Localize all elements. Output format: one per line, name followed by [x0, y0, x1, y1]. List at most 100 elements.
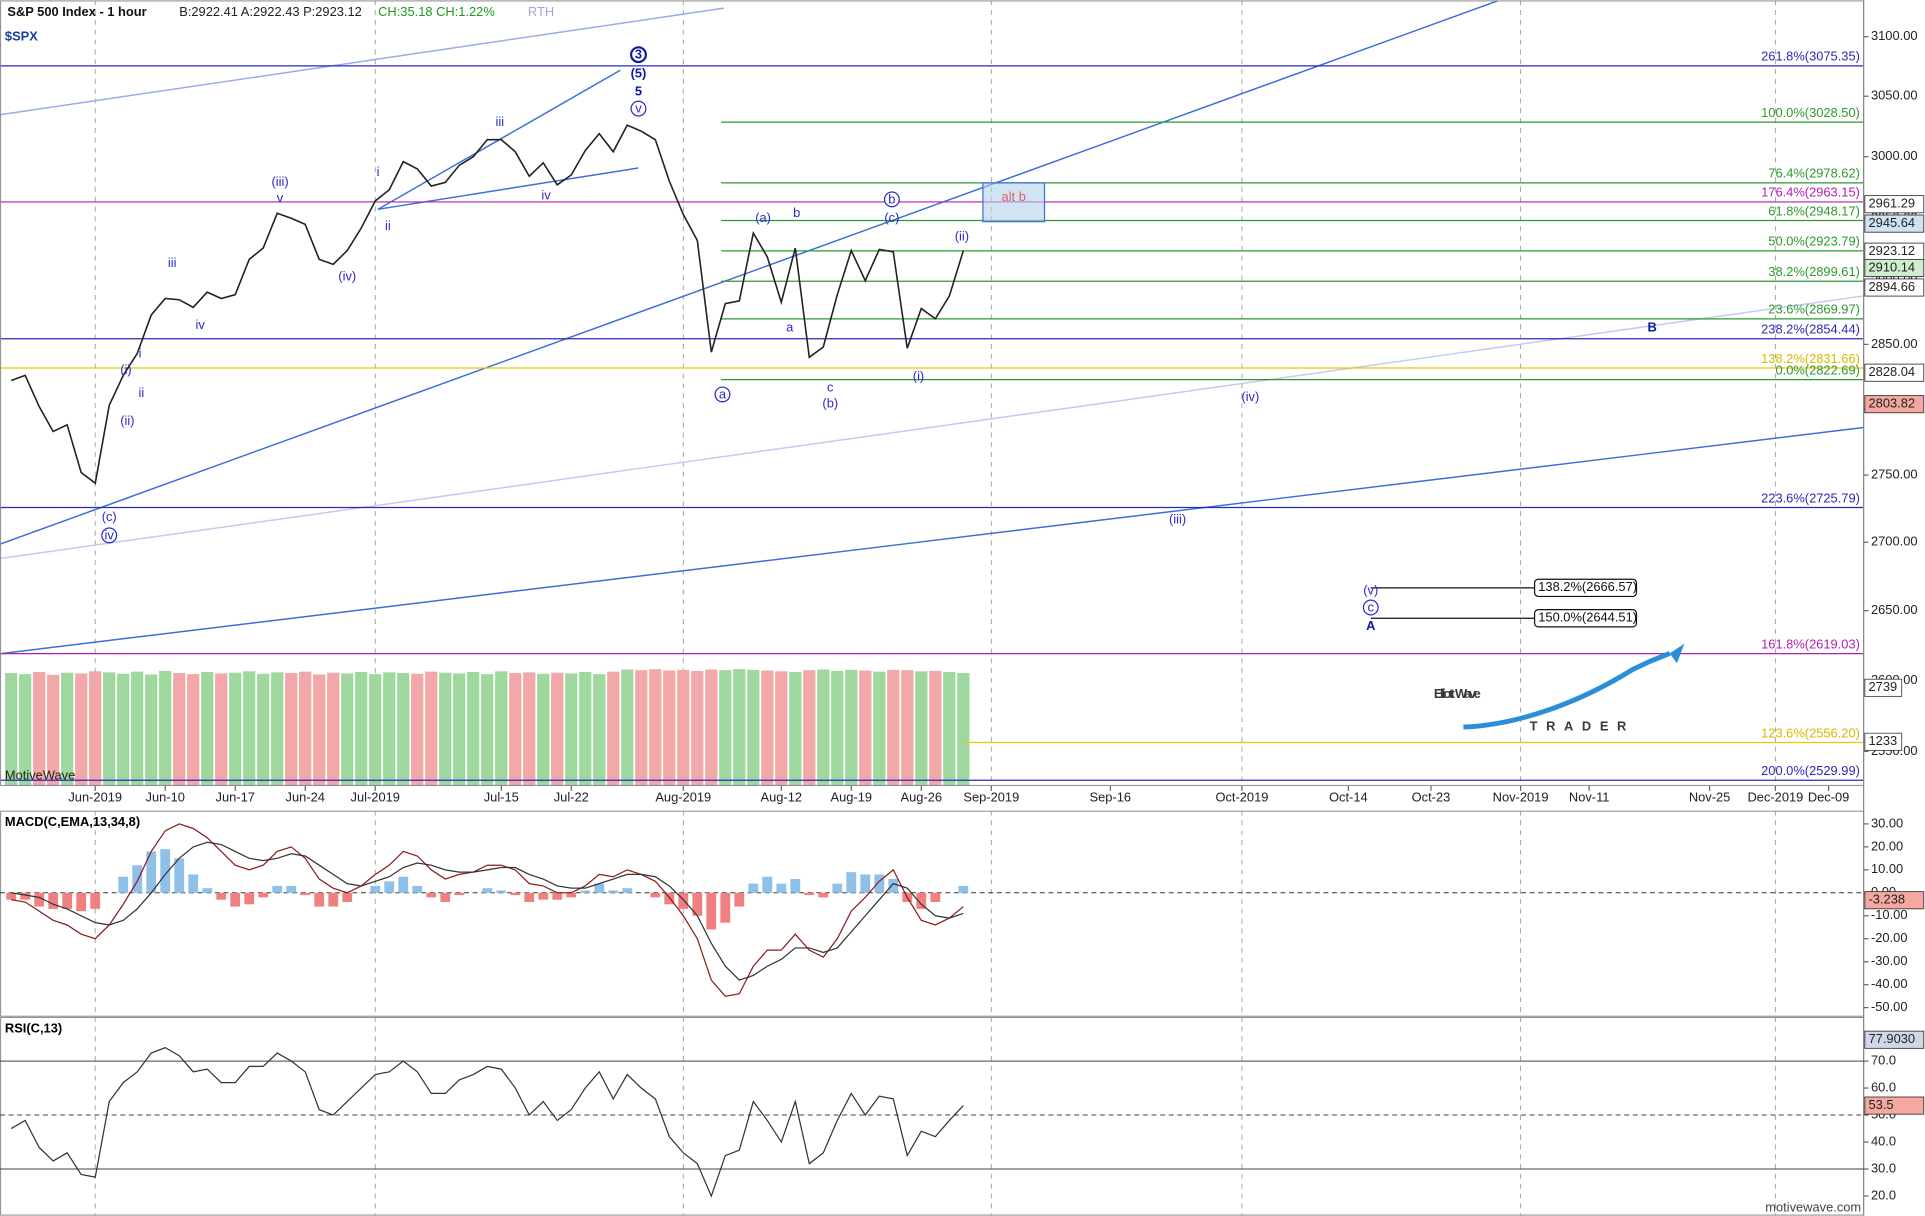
macd-histogram-bar	[832, 883, 843, 893]
y-tick-label: 2850.00	[1871, 336, 1918, 351]
projection-box	[1533, 609, 1638, 628]
macd-histogram-bar	[804, 892, 815, 896]
wave-label: 3	[635, 47, 642, 62]
y-tick-label: 30.0	[1871, 1160, 1896, 1175]
volume-bar	[957, 673, 970, 787]
y-tick-label: 3100.00	[1871, 28, 1918, 43]
y-tick-label: 3000.00	[1871, 148, 1918, 163]
volume-bar	[145, 674, 158, 787]
macd-histogram-bar	[174, 858, 185, 893]
zone-label: alt b	[1002, 189, 1026, 204]
macd-histogram-bar	[398, 876, 409, 893]
y-tick-label: -30.00	[1871, 953, 1908, 968]
trendline	[0, 7, 724, 116]
wave-label: i	[377, 164, 380, 179]
projection-box	[1533, 578, 1638, 598]
volume-bar	[733, 669, 746, 787]
y-tick-label: -50.00	[1871, 999, 1908, 1014]
wave-label: ii	[385, 218, 391, 233]
price-marker-box	[1864, 214, 1925, 233]
overlay: 261.8%(3075.35) 100.0%(3028.50) 76.4%(2978…	[101, 46, 1860, 778]
volume-bar	[397, 673, 410, 787]
macd-histogram-bar	[482, 888, 493, 893]
fib-level-label: 38.2%(2899.61)	[1768, 264, 1860, 279]
fib-level-label: 100.0%(3028.50)	[1761, 105, 1860, 120]
fib-level-label: 123.6%(2556.20)	[1761, 725, 1860, 740]
macd-histogram-bar	[244, 892, 255, 905]
fib-level-label: 223.6%(2725.79)	[1761, 490, 1860, 505]
volume-bar	[663, 670, 676, 787]
macd-histogram-bar	[790, 879, 801, 893]
macd-histogram-bar	[650, 892, 661, 898]
wave-label: iii	[168, 255, 177, 270]
y-tick-label: -10.00	[1871, 907, 1908, 922]
fib-level-label: 50.0%(2923.79)	[1768, 234, 1860, 249]
wave-circle	[630, 100, 647, 117]
wave-circle	[630, 46, 647, 64]
volume-bar	[537, 673, 550, 787]
macd-histogram-bar	[762, 876, 773, 893]
macd-histogram-bar	[664, 892, 675, 905]
volume-bar	[747, 669, 760, 787]
price-marker-label: 2828.04	[1869, 364, 1916, 379]
y-tick-label: 2700.00	[1871, 534, 1918, 549]
volume-marker-box	[1864, 732, 1903, 751]
volume-bar	[19, 674, 32, 787]
volume-bar	[775, 671, 788, 787]
volume-bar	[369, 674, 382, 787]
price-marker-box	[1864, 258, 1925, 278]
wave-label: (c)	[102, 509, 117, 524]
wave-label: iv	[105, 527, 115, 542]
volume-bar	[355, 671, 368, 787]
volume-bar	[607, 671, 620, 787]
macd-histogram-bar	[888, 879, 899, 893]
macd-histogram-bar	[48, 892, 59, 909]
volume-bar	[481, 674, 494, 787]
volume-bar	[383, 672, 396, 787]
volume-bar	[327, 672, 340, 787]
volume-bar	[173, 673, 186, 787]
wave-circle	[1362, 599, 1379, 616]
macd-histogram-bar	[916, 892, 927, 909]
logo-swoosh	[1463, 651, 1671, 730]
wave-label: i	[139, 346, 142, 361]
volume-bar	[705, 669, 718, 787]
price-marker-label: 2894.66	[1869, 279, 1916, 294]
y-tick-label: 2750.00	[1871, 467, 1918, 482]
fib-level-label: 238.2%(2854.44)	[1761, 322, 1860, 337]
volume-bar	[761, 670, 774, 787]
macd-histogram-bar	[314, 892, 325, 907]
x-tick-label: Aug-19	[831, 790, 873, 805]
fib-level-label: 261.8%(3075.35)	[1761, 49, 1860, 64]
fib-level-label: 138.2%(2831.66)	[1761, 351, 1860, 366]
chart-title: S&P 500 Index - 1 hour	[7, 4, 146, 19]
volume-bar	[551, 672, 564, 787]
macd-histogram-bar	[524, 892, 535, 902]
volume-bar	[47, 674, 60, 787]
macd-histogram-bar	[34, 892, 45, 907]
x-tick-label: Sep-16	[1090, 790, 1132, 805]
wave-label: iv	[541, 188, 551, 203]
volume-bar	[901, 670, 914, 787]
macd-histogram-bar	[860, 874, 871, 893]
projection-label: 138.2%(2666.57)	[1538, 579, 1637, 594]
macd-histogram-bar	[846, 872, 857, 893]
macd-histogram-bar	[412, 885, 423, 893]
logo-arrow	[1669, 643, 1685, 664]
wave-label: b	[888, 191, 895, 206]
wave-label: c	[1368, 599, 1375, 614]
macd-histogram-bar	[958, 885, 969, 893]
wave-label: (iii)	[1169, 512, 1186, 527]
rsi-marker-box	[1864, 1096, 1925, 1115]
macd-histogram-bar	[454, 892, 465, 896]
wave-circle	[883, 191, 900, 208]
logo-part1: Elliott Wave	[1434, 687, 1481, 702]
y-tick-label: -40.00	[1871, 976, 1908, 991]
x-tick-label: Aug-2019	[655, 790, 711, 805]
volume-bar	[789, 671, 802, 787]
wave-label: (v)	[1363, 582, 1378, 597]
macd-histogram-bar	[440, 892, 451, 902]
volume-bar	[285, 673, 298, 787]
macd-histogram-bar	[552, 892, 563, 900]
